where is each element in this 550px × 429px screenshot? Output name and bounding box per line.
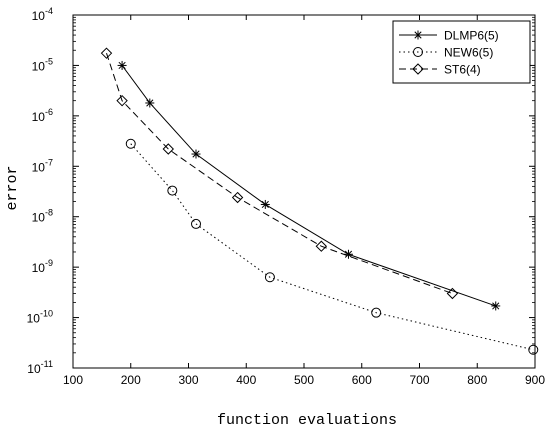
plot-layer [100,47,539,355]
legend-marker [413,30,423,40]
series-star [117,60,501,311]
x-tick-label: 400 [236,373,256,387]
star-stroke [261,200,269,209]
data-point [117,60,127,70]
data-point [528,344,539,355]
star-stroke [492,302,500,310]
y-tick-label: 10-4 [32,6,53,23]
star-stroke [344,250,353,258]
legend-entry: NEW6(5) [399,46,493,60]
star-stroke [192,150,200,158]
series-line [130,143,534,351]
x-tick-label: 500 [294,373,314,387]
data-point [191,218,202,229]
star-stroke [414,31,422,39]
axes-layer: 100 200 300 400 500 600 700 800 900 10-11 10-10 10-… [27,6,546,387]
legend-marker [413,47,423,57]
data-point [343,249,353,259]
y-tick-label: 10-11 [27,359,53,376]
legend-entry: DLMP6(5) [399,29,499,43]
x-tick-label: 800 [467,373,487,387]
data-point [491,301,501,311]
data-point [371,307,382,318]
legend-marker [412,63,424,75]
data-point [145,98,155,108]
x-tick-label: 900 [525,373,545,387]
star-stroke [146,99,154,107]
y-tick-label: 10-7 [32,157,53,174]
data-point [100,47,113,59]
x-axis-label: function evaluations [217,412,397,429]
y-tick-label: 10-9 [32,258,53,275]
y-tick-label: 10-5 [32,56,53,73]
data-point [260,199,270,209]
legend-entry: ST6(4) [399,63,481,77]
data-point [162,143,174,155]
x-tick-label: 700 [409,373,429,387]
legend-label: NEW6(5) [444,46,493,60]
y-tick-label: 10-6 [32,107,53,124]
legend-box [392,20,531,84]
data-point [116,94,128,107]
legend-label: ST6(4) [444,63,481,77]
legend-label: DLMP6(5) [444,29,499,43]
y-tick-label: 10-10 [27,309,53,326]
y-tick-label: 10-8 [32,208,53,225]
x-tick-label: 300 [178,373,198,387]
data-point [125,138,136,149]
data-point [446,287,459,300]
series-line [106,53,453,294]
x-tick-label: 200 [121,373,141,387]
data-point [231,191,244,204]
series-circle [125,138,539,355]
data-point [167,185,178,196]
legend: DLMP6(5) NEW6(5) ST6(4) [392,20,531,84]
data-point [315,240,328,252]
star-stroke [118,61,126,70]
x-tick-label: 600 [352,373,372,387]
series-line [121,65,496,307]
series-diamond [100,47,459,300]
x-tick-label: 100 [63,373,83,387]
data-point [264,272,275,283]
data-point [191,149,201,159]
y-axis-label: error [4,165,21,210]
